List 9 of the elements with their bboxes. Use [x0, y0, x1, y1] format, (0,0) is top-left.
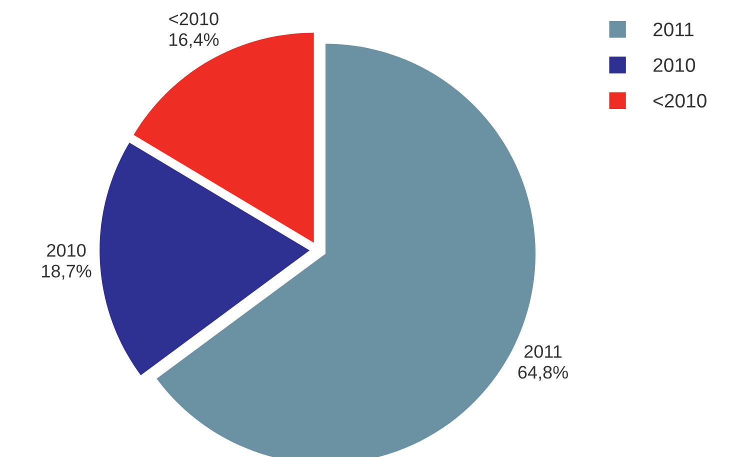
data-label: 18,7%: [42, 264, 92, 280]
data-label: 64,8%: [518, 366, 568, 381]
legend-label: <2010: [654, 94, 706, 108]
slice-label: <2010: [169, 12, 218, 26]
data-label: 16,4%: [170, 33, 219, 48]
slice-label: 2011: [524, 345, 562, 358]
legend-label: 2011: [654, 22, 694, 36]
slice-label: 2010: [47, 244, 86, 257]
legend-label: 2010: [654, 58, 696, 72]
